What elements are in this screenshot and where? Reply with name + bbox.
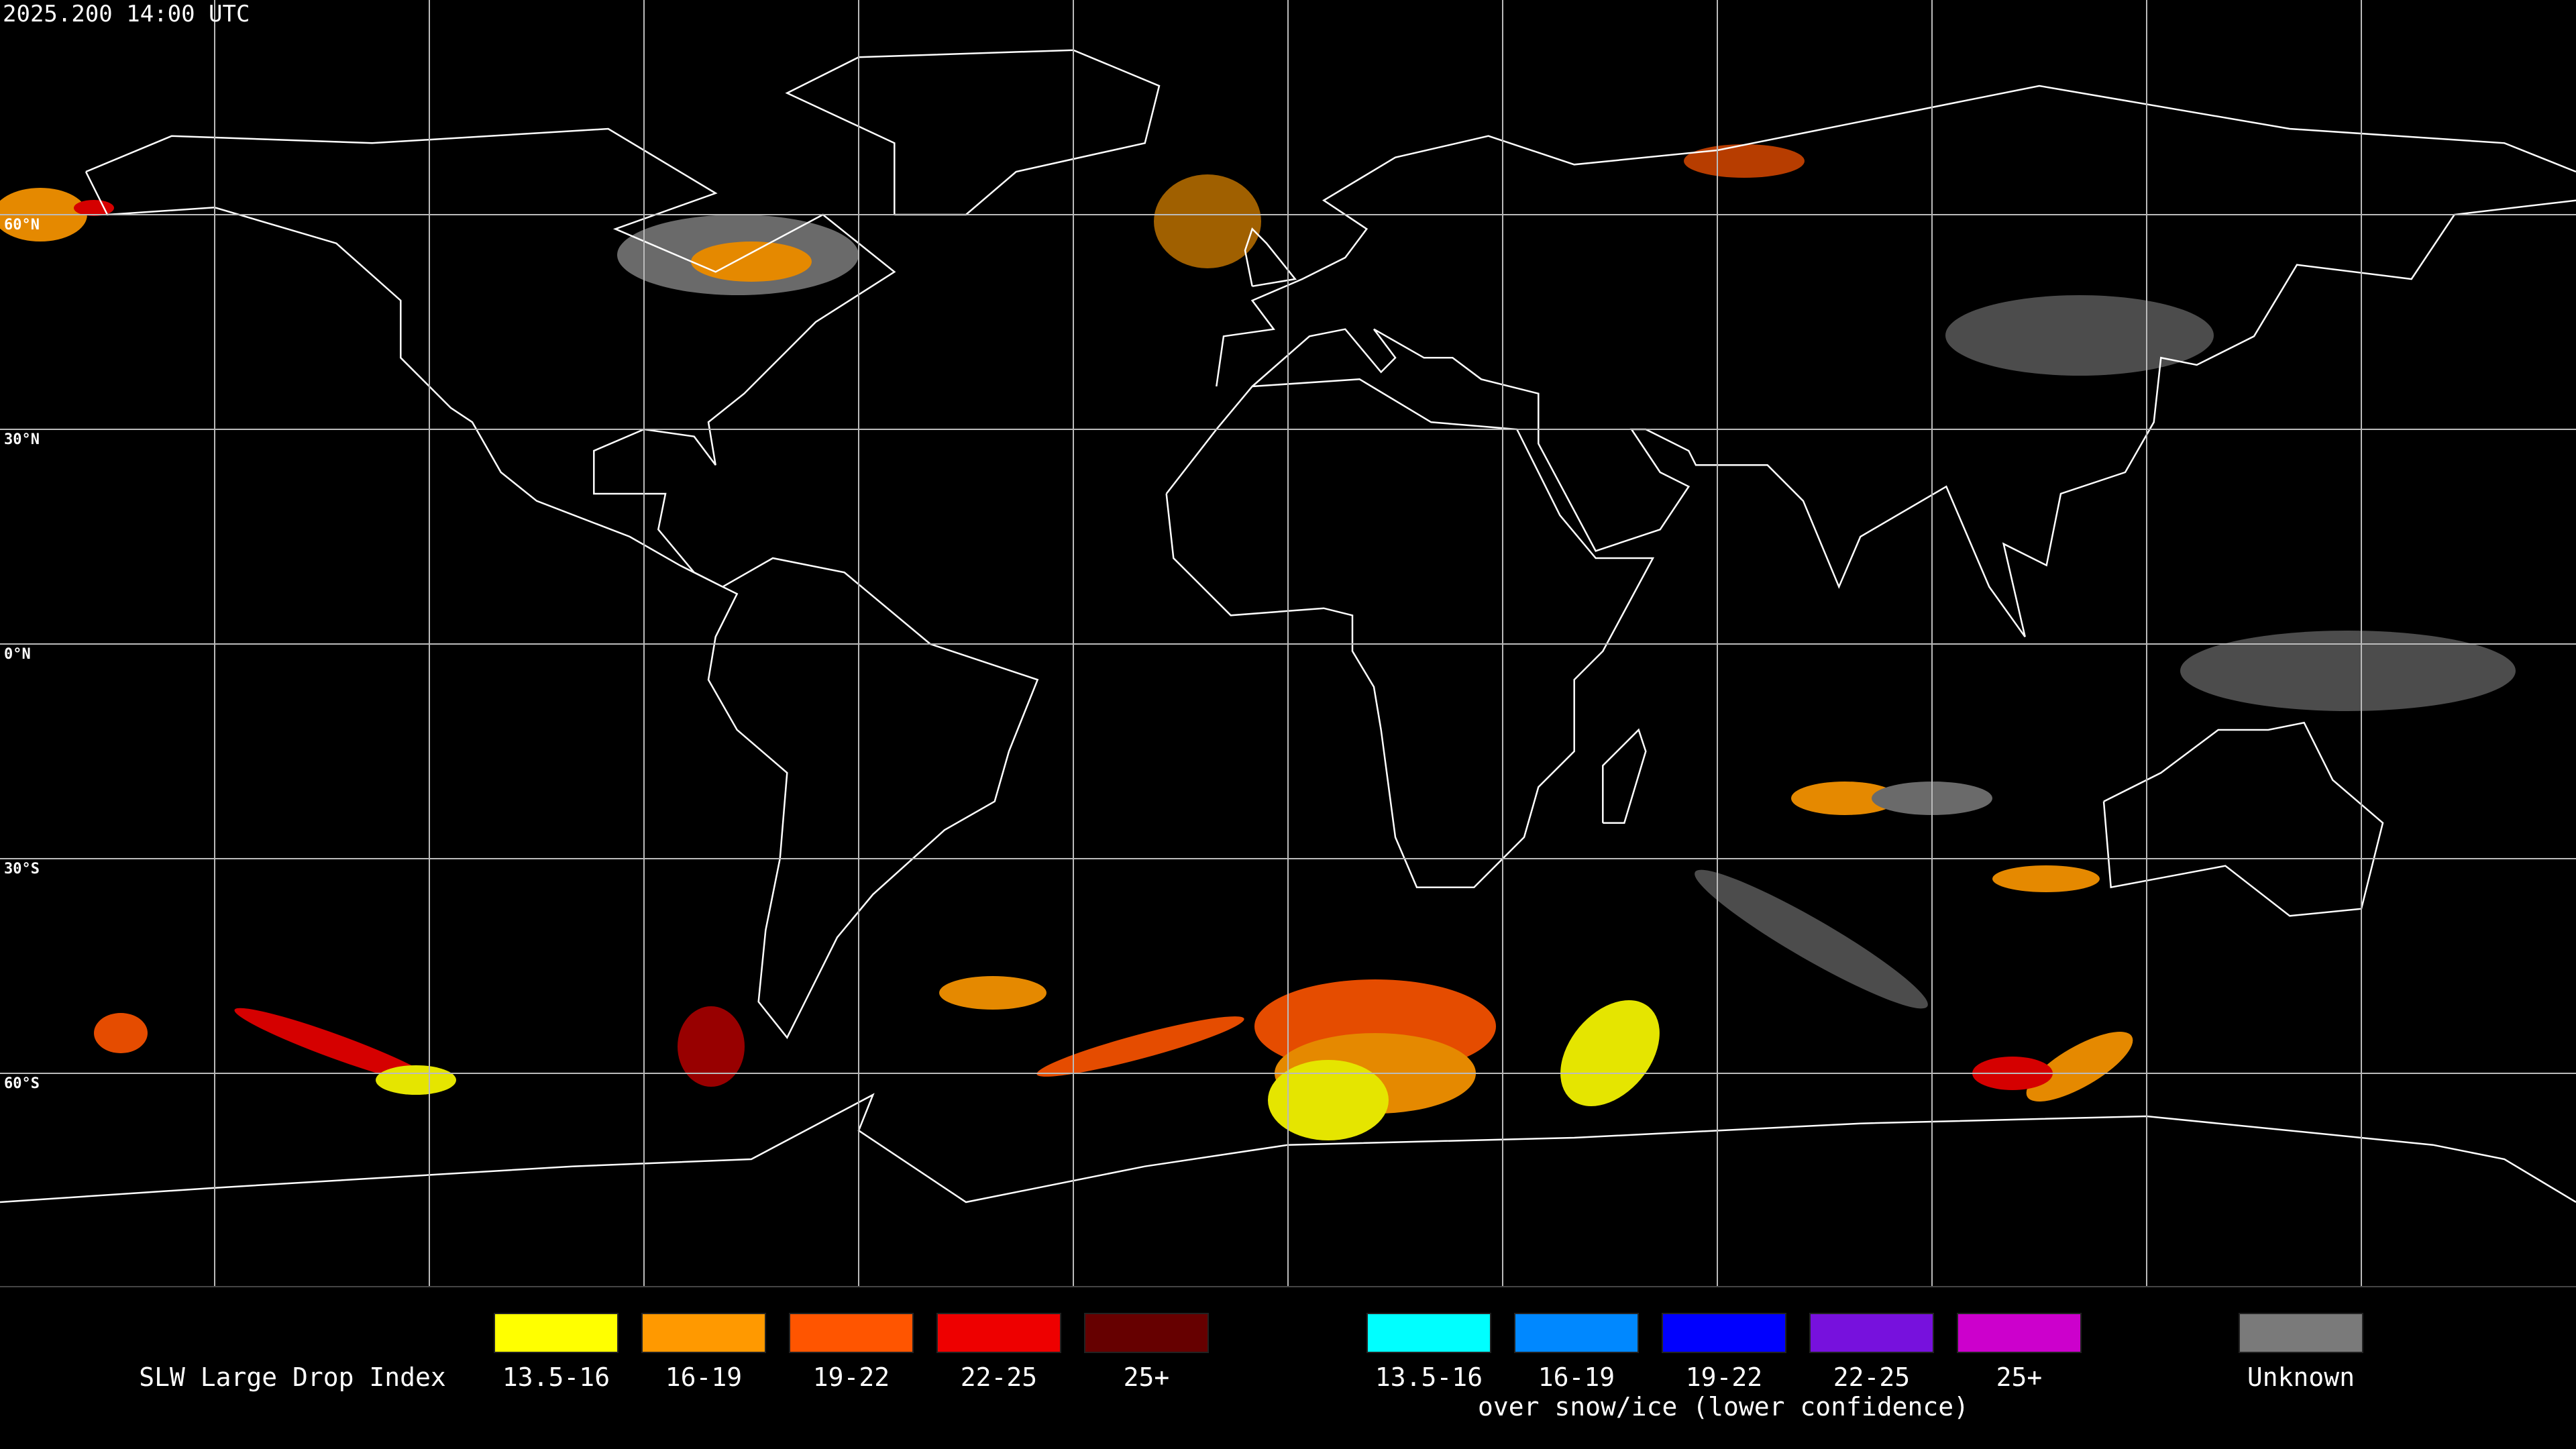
legend: SLW Large Drop Index over snow/ice (lowe… xyxy=(139,1313,2363,1421)
legend-label: 16-19 xyxy=(665,1362,742,1392)
coastline xyxy=(0,1093,2576,1203)
latitude-label: 30°N xyxy=(4,431,40,448)
legend-label: 13.5-16 xyxy=(1375,1362,1483,1392)
coastline xyxy=(1216,85,2576,387)
legend-swatch xyxy=(936,1313,1061,1353)
coastline xyxy=(785,49,1161,216)
coastline xyxy=(85,127,896,588)
legend-swatch xyxy=(1957,1313,2082,1353)
timestamp: 2025.200 14:00 UTC xyxy=(3,1,250,28)
legend-swatch xyxy=(1514,1313,1639,1353)
legend-label: 25+ xyxy=(1124,1362,1170,1392)
latitude-label: 30°S xyxy=(4,861,40,877)
latitude-labels: 60°N 30°N 0°N 30°S 60°S xyxy=(4,217,40,1092)
coastline xyxy=(1165,378,1655,888)
latitude-label: 60°S xyxy=(4,1075,40,1092)
legend-label: 25+ xyxy=(1996,1362,2043,1392)
legend-swatch xyxy=(1662,1313,1786,1353)
legend-title: SLW Large Drop Index xyxy=(139,1362,446,1392)
snow-ice-note: over snow/ice (lower confidence) xyxy=(1478,1392,1969,1421)
legend-label: 16-19 xyxy=(1538,1362,1615,1392)
legend-swatch xyxy=(641,1313,766,1353)
legend-swatch xyxy=(494,1313,619,1353)
legend-swatch xyxy=(1084,1313,1209,1353)
legend-swatch xyxy=(1366,1313,1491,1353)
legend-label: 19-22 xyxy=(1686,1362,1762,1392)
legend-swatch xyxy=(1809,1313,1934,1353)
latitude-label: 60°N xyxy=(4,217,40,233)
coastline xyxy=(1602,728,1647,824)
legend-label: 19-22 xyxy=(813,1362,890,1392)
coastline xyxy=(1251,199,2576,638)
legend-swatch xyxy=(789,1313,914,1353)
coastlines xyxy=(0,49,2576,1203)
latitude-label: 0°N xyxy=(4,646,31,663)
coastline xyxy=(2102,721,2384,917)
legend-label: 13.5-16 xyxy=(502,1362,610,1392)
legend-label: 22-25 xyxy=(1833,1362,1910,1392)
legend-swatch xyxy=(2239,1313,2363,1353)
legend-label: Unknown xyxy=(2247,1362,2355,1392)
coastline xyxy=(707,557,1039,1040)
legend-label: 22-25 xyxy=(961,1362,1037,1392)
graticule xyxy=(0,0,2576,1287)
